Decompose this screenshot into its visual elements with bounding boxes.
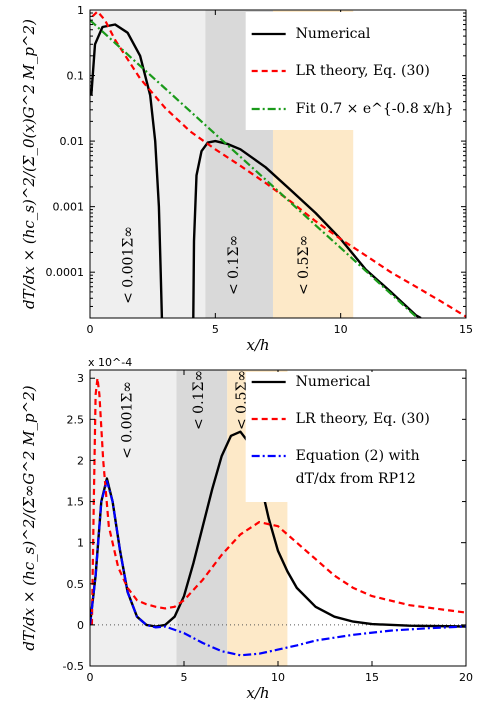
y-tick-label-1: 0.1: [67, 70, 85, 83]
x-axis-label: x/h: [246, 684, 269, 702]
series-2-segment-0: [90, 479, 466, 657]
x-tick-label-1: 5: [181, 671, 188, 684]
band-0: [90, 370, 177, 666]
y-tick-label-0: 1: [77, 4, 84, 17]
series-group: [90, 10, 466, 318]
series-0-segment-1: [192, 139, 422, 318]
y-tick-label-3: 0.001: [53, 201, 85, 214]
x-tick-label-2: 10: [271, 671, 285, 684]
y-axis-label: dT/dx × (hc_s)^2/(Σ_0(x)G^2 M_p^2): [20, 19, 38, 309]
y-tick-label-0: 3: [77, 372, 84, 385]
band-1: [176, 370, 228, 666]
x-tick-label-1: 5: [212, 323, 219, 336]
y-tick-label-5: 0.5: [67, 578, 85, 591]
x-tick-label-4: 20: [459, 671, 473, 684]
legend-box: [245, 372, 462, 502]
legend-entry-0: Numerical: [296, 26, 371, 42]
plot-frame: [89, 9, 467, 319]
y-tick-label-7: -0.5: [63, 660, 84, 673]
band-label-0: < 0.001Σ∞: [119, 381, 135, 459]
y-tick-label-4: 0.0001: [46, 266, 85, 279]
band-label-1: < 0.1Σ∞: [226, 235, 242, 295]
chart-panel-bottom: < 0.001Σ∞ < 0.1Σ∞ < 0.5Σ∞32.521.510.50-0.5…: [20, 356, 473, 702]
y-tick-label-2: 2: [77, 454, 84, 467]
x-tick-label-0: 0: [87, 671, 94, 684]
legend-entry-1: LR theory, Eq. (30): [296, 411, 430, 427]
y-tick-label-2: 0.01: [60, 135, 85, 148]
y-tick-label-1: 2.5: [67, 413, 85, 426]
x-tick-label-0: 0: [87, 323, 94, 336]
y-tick-label-6: 0: [77, 619, 84, 632]
x-tick-label-2: 10: [334, 323, 348, 336]
x-tick-label-3: 15: [365, 671, 379, 684]
band-label-0: < 0.001Σ∞: [121, 226, 137, 304]
band-0: [90, 10, 206, 318]
legend-entry-0: Numerical: [296, 374, 371, 390]
legend-entry-1: LR theory, Eq. (30): [296, 63, 430, 79]
legend-entry-3: dT/dx from RP12: [296, 471, 416, 487]
y-tick-label-4: 1: [77, 537, 84, 550]
series-0-segment-0: [90, 23, 164, 318]
band-label-1: < 0.1Σ∞: [191, 370, 207, 430]
band-label-2: < 0.5Σ∞: [296, 235, 312, 295]
legend-entry-2: Equation (2) with: [296, 448, 420, 464]
x-tick-label-3: 15: [459, 323, 473, 336]
series-2-segment-0: [90, 19, 419, 318]
y-tick-label-3: 1.5: [67, 496, 85, 509]
series-group: [90, 377, 466, 657]
legend-entry-2: Fit 0.7 × e^{-0.8 x/h}: [296, 101, 454, 117]
series-0-segment-0: [90, 430, 466, 628]
x-axis-label: x/h: [246, 336, 269, 354]
series-1-segment-0: [90, 377, 466, 625]
y-multiplier: x 10^-4: [88, 356, 132, 369]
y-axis-label: dT/dx × (hc_s)^2/(Σ∞G^2 M_p^2): [20, 385, 38, 650]
series-1-segment-0: [91, 10, 466, 318]
chart-panel-top: < 0.001Σ∞ < 0.1Σ∞ < 0.5Σ∞ 1 0.1 0.01 0.001 0.00…: [20, 4, 473, 354]
